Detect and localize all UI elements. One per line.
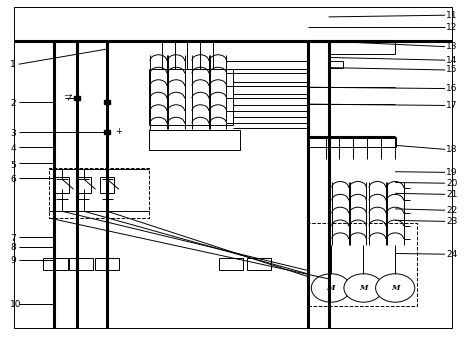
Text: M: M (327, 284, 335, 292)
Bar (104, 130, 110, 134)
Text: 20: 20 (446, 179, 458, 188)
Text: 21: 21 (446, 190, 458, 199)
Text: 14: 14 (446, 56, 458, 65)
Text: 22: 22 (446, 206, 458, 215)
Circle shape (376, 274, 415, 302)
Bar (95, 258, 119, 270)
Bar (308, 137, 396, 147)
Circle shape (344, 274, 383, 302)
Bar (69, 258, 93, 270)
Bar (49, 168, 149, 218)
Text: M: M (359, 284, 368, 292)
Bar (74, 96, 80, 100)
Text: 6: 6 (10, 175, 16, 184)
Bar (308, 223, 417, 306)
Text: +: + (116, 127, 122, 136)
Text: 16: 16 (446, 84, 458, 93)
Text: 19: 19 (446, 168, 458, 177)
Text: 23: 23 (446, 217, 458, 226)
Text: 17: 17 (446, 101, 458, 110)
Text: 24: 24 (446, 250, 458, 259)
Bar (149, 130, 240, 150)
Text: 2: 2 (10, 99, 16, 107)
Text: 1: 1 (10, 60, 16, 69)
Text: 11: 11 (446, 11, 458, 20)
Text: 9: 9 (10, 257, 16, 265)
Bar (247, 258, 271, 270)
Bar (55, 177, 69, 193)
Bar (77, 177, 91, 193)
Text: 13: 13 (446, 42, 458, 51)
Text: 5: 5 (10, 161, 16, 170)
Text: M: M (391, 284, 399, 292)
Text: 8: 8 (10, 243, 16, 252)
Text: 10: 10 (10, 300, 22, 309)
Text: 12: 12 (446, 23, 458, 31)
Bar (43, 258, 68, 270)
Bar (104, 100, 110, 104)
Text: 3: 3 (10, 129, 16, 138)
Bar (219, 258, 243, 270)
Text: 18: 18 (446, 145, 458, 154)
Circle shape (311, 274, 350, 302)
Text: 4: 4 (10, 144, 16, 153)
Bar (100, 177, 114, 193)
Text: 7: 7 (10, 234, 16, 243)
Text: 15: 15 (446, 66, 458, 74)
